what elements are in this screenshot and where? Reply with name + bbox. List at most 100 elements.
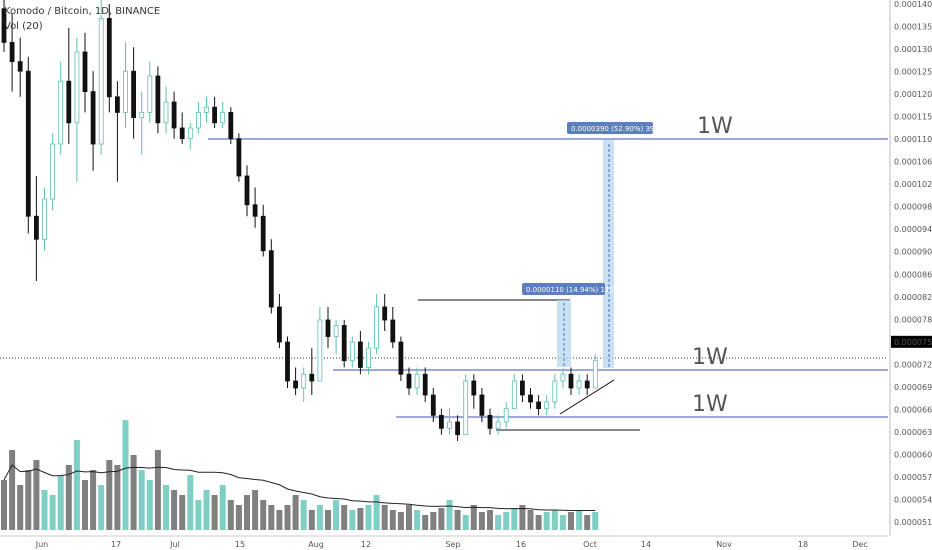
volume-bar: [163, 485, 169, 530]
measure-tag-label: 0.0000390 (52.90%) 390: [571, 125, 659, 133]
volume-bar: [171, 490, 178, 530]
price-tick-label: 0.0000754: [894, 338, 932, 347]
volume-bar: [195, 500, 202, 530]
volume-bar: [365, 505, 372, 530]
candle-body: [560, 373, 566, 382]
candle-body: [341, 325, 347, 362]
candle-body: [66, 80, 72, 124]
candle-body: [349, 341, 355, 362]
volume-indicator-label[interactable]: Vol (20): [4, 21, 43, 32]
candle-body: [252, 204, 258, 217]
measure-tag: [567, 122, 653, 134]
time-axis[interactable]: Jun 17 Jul 15 Aug 12 Sep 16 Oct 14 Nov 18 Dec: [0, 535, 888, 549]
volume-bar: [211, 495, 218, 530]
volume-bar: [106, 460, 113, 530]
volume-bar: [389, 510, 396, 530]
volume-bars: [1, 420, 599, 530]
volume-bar: [592, 512, 599, 530]
volume-bar: [154, 450, 161, 530]
volume-bar: [584, 515, 591, 530]
candle-body: [171, 101, 177, 129]
volume-bar: [187, 475, 194, 530]
volume-bar: [487, 510, 493, 530]
volume-bar: [341, 505, 348, 530]
candle-body: [58, 80, 64, 145]
candle-body: [487, 414, 493, 429]
candle-body: [25, 70, 31, 217]
candle-body: [82, 51, 88, 92]
candle-body: [430, 394, 436, 416]
volume-ma-line: [3, 464, 596, 512]
volume-bar: [57, 475, 64, 530]
volume-bar: [292, 495, 299, 530]
candle-body: [455, 421, 461, 436]
candle-body: [333, 325, 339, 337]
candle-body: [147, 75, 153, 113]
candle-body: [106, 17, 112, 98]
candle-body: [220, 112, 226, 124]
volume-bar: [478, 512, 485, 530]
candle-body: [115, 96, 120, 113]
volume-bar: [138, 470, 145, 530]
rising-trendline[interactable]: [559, 379, 615, 415]
candle-body: [422, 373, 428, 396]
volume-bar: [406, 505, 412, 530]
volume-bar: [397, 512, 404, 530]
candle-body: [236, 138, 242, 177]
volume-bar: [260, 500, 267, 530]
candle-body: [276, 306, 282, 343]
volume-bar: [543, 512, 550, 530]
volume-bar: [33, 460, 40, 530]
volume-bar: [90, 470, 97, 530]
candle-body: [74, 51, 80, 124]
candle-body: [366, 347, 371, 368]
date-tick-label: 18: [798, 540, 808, 549]
weekly-level-label: 1W: [697, 114, 733, 139]
volume-bar: [495, 515, 502, 530]
candle-body: [382, 306, 388, 321]
volume-bar: [244, 495, 250, 530]
volume-bar: [462, 515, 469, 530]
candle-body: [576, 380, 582, 389]
volume-bar: [349, 510, 356, 530]
candle-body: [398, 341, 404, 375]
volume-bar: [114, 465, 121, 530]
candle-body: [204, 106, 209, 113]
candle-body: [139, 112, 145, 119]
volume-bar: [519, 505, 526, 530]
volume-bar: [568, 512, 574, 530]
volume-bar: [82, 480, 88, 530]
candle-body: [163, 101, 169, 124]
candle-body: [584, 380, 590, 389]
volume-bar: [414, 510, 421, 530]
candle-body: [479, 394, 485, 416]
candle-body: [50, 143, 55, 200]
candle-body: [293, 380, 299, 389]
candle-body: [568, 373, 574, 389]
volume-bar: [284, 505, 291, 530]
candle-body: [528, 394, 533, 403]
volume-bar: [551, 510, 558, 530]
symbol-title[interactable]: Komodo / Bitcoin, 1D, BINANCE: [4, 6, 161, 17]
volume-bar: [25, 470, 32, 530]
candle-body: [195, 112, 201, 129]
candle-body: [179, 127, 185, 140]
candle-body: [123, 70, 128, 113]
volume-bar: [438, 508, 445, 530]
candle-body: [228, 112, 234, 140]
candle-body: [471, 380, 477, 396]
date-tick-label: Dec: [852, 540, 867, 549]
volume-bar: [422, 515, 429, 530]
volume-bar: [130, 455, 137, 530]
